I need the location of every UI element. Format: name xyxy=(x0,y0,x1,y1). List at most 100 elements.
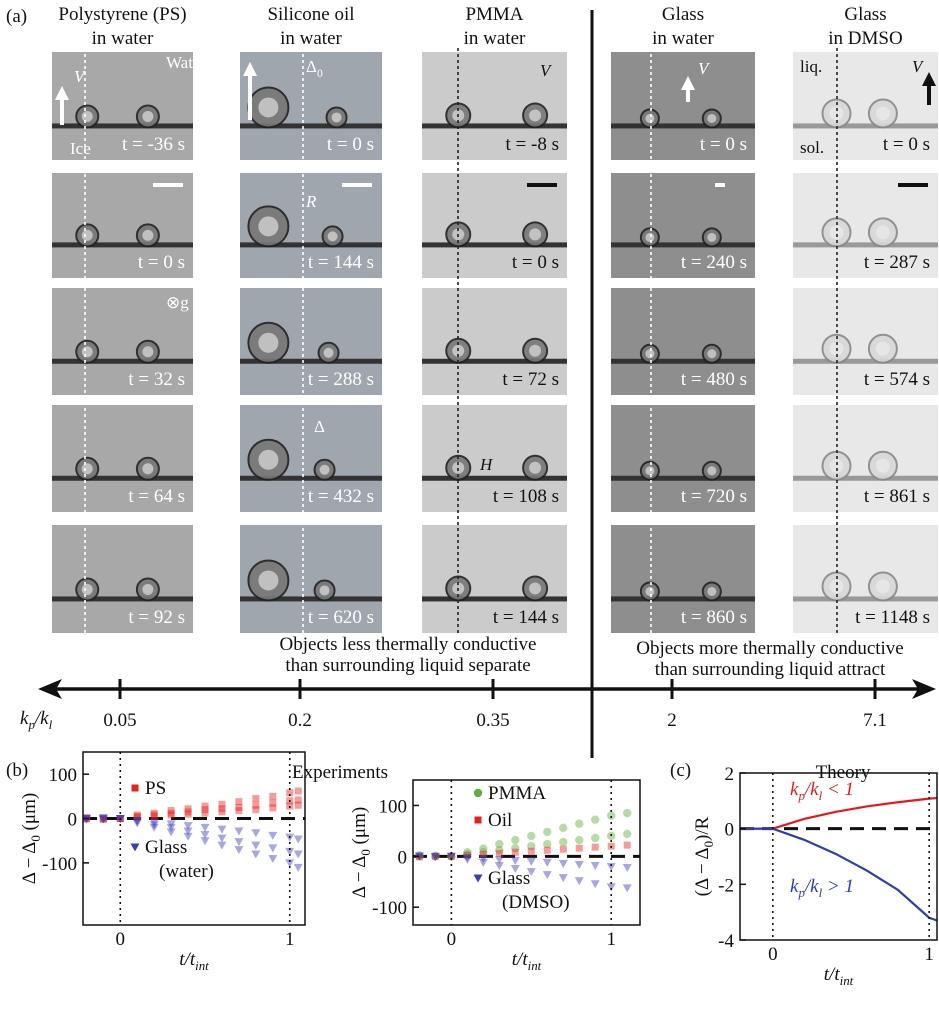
marker xyxy=(559,823,568,833)
time-label: t = -8 s xyxy=(506,134,559,155)
particle-highlight xyxy=(81,463,93,475)
marker xyxy=(251,829,261,838)
axis-label-part: l xyxy=(49,717,53,732)
marker xyxy=(415,853,423,861)
marker xyxy=(235,807,243,815)
marker xyxy=(574,860,584,869)
photo xyxy=(611,525,755,633)
axis-tick-label: 0.2 xyxy=(288,710,312,731)
marker xyxy=(474,816,482,824)
time-label: t = 432 s xyxy=(308,486,374,507)
particle-highlight xyxy=(707,349,717,359)
time-label: t = 287 s xyxy=(864,252,930,273)
legend-label: Oil xyxy=(488,810,512,831)
marker xyxy=(218,805,226,813)
velocity-arrow-head xyxy=(55,86,69,100)
x-axis-label-part: t/t xyxy=(512,949,529,970)
photo xyxy=(611,405,755,512)
photo xyxy=(611,173,755,278)
interface xyxy=(52,596,193,602)
column-title: in water xyxy=(464,28,526,49)
marker xyxy=(511,848,519,856)
interface xyxy=(240,596,382,602)
x-tick-label: 1 xyxy=(924,944,934,965)
marker xyxy=(473,788,483,798)
marker xyxy=(478,858,488,867)
time-label: t = 574 s xyxy=(864,369,930,390)
velocity-arrow-head xyxy=(243,62,257,76)
marker xyxy=(623,841,631,849)
marker xyxy=(132,817,142,826)
y-tick-label: -4 xyxy=(718,931,734,952)
curve-label-part: k xyxy=(790,779,799,800)
photo xyxy=(793,173,938,278)
marker xyxy=(559,845,567,853)
marker xyxy=(511,835,520,845)
y-axis-label-part: (μm) xyxy=(349,807,370,849)
marker xyxy=(252,795,260,803)
time-label: t = 480 s xyxy=(681,369,747,390)
particle-highlight xyxy=(875,225,890,240)
axis-label-part: /k xyxy=(34,708,49,729)
annotation-part: Ice xyxy=(70,139,91,158)
x-tick-label: 0 xyxy=(447,929,457,950)
velocity-arrow-head xyxy=(681,76,695,90)
marker xyxy=(447,852,455,860)
particle-highlight xyxy=(258,332,279,353)
marker xyxy=(431,852,440,861)
annotation: sol. xyxy=(800,138,824,157)
column-title: in water xyxy=(92,28,154,49)
particle-highlight xyxy=(452,461,465,474)
marker xyxy=(526,857,536,866)
marker xyxy=(183,822,193,831)
marker xyxy=(285,859,295,868)
y-tick-label: -100 xyxy=(42,854,77,875)
particle-highlight xyxy=(645,466,655,476)
marker xyxy=(132,817,142,826)
marker xyxy=(591,833,600,843)
particle-highlight xyxy=(829,458,844,473)
particle-highlight xyxy=(81,229,93,241)
marker xyxy=(462,853,472,862)
axis-label-part: p xyxy=(27,717,35,732)
particle-highlight xyxy=(707,113,717,123)
panel-label: (b) xyxy=(6,760,28,781)
marker xyxy=(98,815,108,824)
marker xyxy=(201,806,209,814)
marker xyxy=(542,871,552,880)
column-title: in water xyxy=(652,28,714,49)
interface xyxy=(240,242,382,248)
marker xyxy=(430,853,440,862)
marker xyxy=(183,832,193,841)
marker xyxy=(167,807,175,815)
curve-label-part: k xyxy=(790,876,799,897)
marker xyxy=(559,837,568,847)
marker xyxy=(251,841,261,850)
annotation: Δ xyxy=(314,417,325,436)
axis-arrow-left xyxy=(38,679,62,699)
particle-highlight xyxy=(645,349,655,359)
interface xyxy=(793,242,938,248)
marker xyxy=(415,852,424,861)
marker xyxy=(590,861,600,870)
marker xyxy=(150,812,158,820)
marker xyxy=(511,843,520,853)
marker xyxy=(543,839,552,849)
particle-highlight xyxy=(258,216,279,237)
marker xyxy=(431,851,440,861)
panel-title: Experiments xyxy=(292,762,388,783)
annotation-part: liq. xyxy=(800,57,822,76)
scale-bar xyxy=(342,183,372,187)
marker xyxy=(575,835,584,845)
panel-label: (c) xyxy=(670,760,691,781)
marker xyxy=(217,841,227,850)
caption: than surrounding liquid attract xyxy=(655,659,886,680)
annotation: Ice xyxy=(70,139,91,158)
particle-highlight xyxy=(829,106,844,121)
annotation-part: sol. xyxy=(800,138,824,157)
column-title: Glass xyxy=(844,4,886,25)
annotation: V xyxy=(74,67,87,86)
x-axis-label: t/tint xyxy=(179,949,209,973)
marker xyxy=(218,800,226,808)
